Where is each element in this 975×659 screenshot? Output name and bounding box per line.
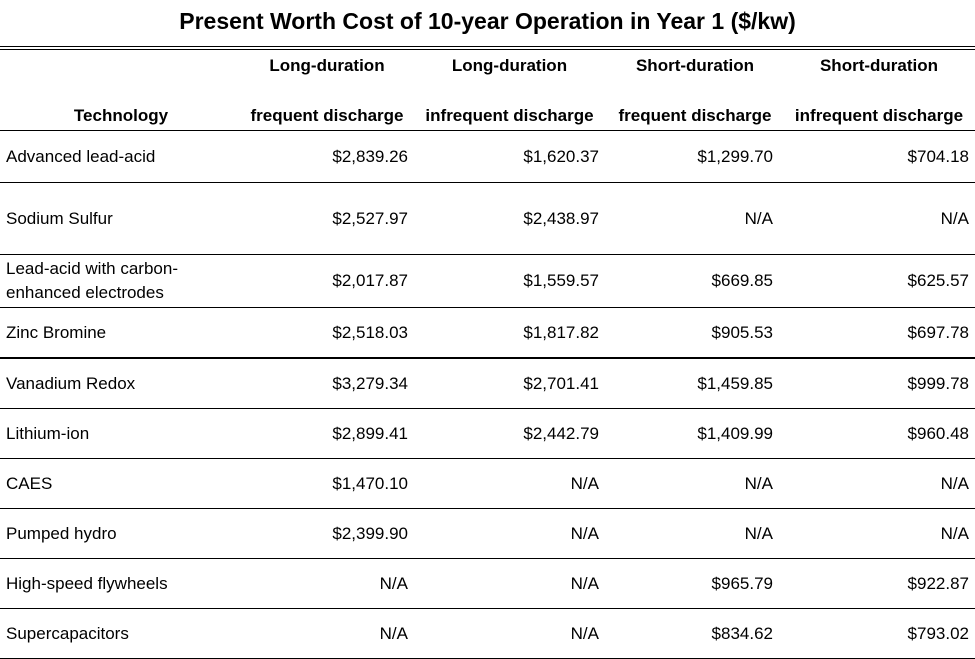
header-col-2-top: Long-duration — [451, 56, 568, 75]
table-row: High-speed flywheels N/A N/A $965.79 $92… — [0, 558, 975, 609]
row-value-long-frequent: N/A — [242, 608, 412, 659]
row-value-short-infrequent: $960.48 — [783, 408, 975, 459]
header-col-1-top: Long-duration — [269, 56, 385, 75]
row-technology: Lead-acid with carbon-enhanced electrode… — [0, 254, 242, 308]
row-value-long-infrequent: $2,701.41 — [412, 358, 607, 409]
header-col-1: Long-duration frequent discharge — [242, 50, 412, 131]
row-technology: CAES — [0, 458, 242, 509]
row-value-long-infrequent: N/A — [412, 558, 607, 609]
row-value-long-infrequent: N/A — [412, 608, 607, 659]
row-value-short-infrequent: $999.78 — [783, 358, 975, 409]
row-technology: High-speed flywheels — [0, 558, 242, 609]
header-technology-label: Technology — [73, 106, 169, 125]
header-col-1-bottom: frequent discharge — [250, 106, 404, 125]
row-value-long-frequent: $3,279.34 — [242, 358, 412, 409]
header-col-2: Long-duration infrequent discharge — [412, 50, 607, 131]
header-col-3-bottom: frequent discharge — [618, 106, 772, 125]
row-value-short-frequent: $1,459.85 — [607, 358, 783, 409]
row-technology: Sodium Sulfur — [0, 182, 242, 255]
table-row: Sodium Sulfur $2,527.97 $2,438.97 N/A N/… — [0, 182, 975, 255]
row-value-short-frequent: $1,409.99 — [607, 408, 783, 459]
row-value-long-infrequent: N/A — [412, 458, 607, 509]
table-row: Lead-acid with carbon-enhanced electrode… — [0, 254, 975, 308]
row-value-long-infrequent: N/A — [412, 508, 607, 559]
row-technology: Pumped hydro — [0, 508, 242, 559]
row-value-short-infrequent: $793.02 — [783, 608, 975, 659]
table-title: Present Worth Cost of 10-year Operation … — [179, 8, 796, 34]
row-value-short-frequent: N/A — [607, 458, 783, 509]
row-value-short-frequent: N/A — [607, 182, 783, 255]
row-value-short-infrequent: $704.18 — [783, 130, 975, 183]
header-row: Technology Long-duration frequent discha… — [0, 50, 975, 131]
row-value-long-infrequent: $1,559.57 — [412, 254, 607, 308]
row-value-short-frequent: $905.53 — [607, 307, 783, 359]
row-value-long-frequent: $2,017.87 — [242, 254, 412, 308]
row-technology: Zinc Bromine — [0, 307, 242, 359]
table-row: Supercapacitors N/A N/A $834.62 $793.02 — [0, 608, 975, 659]
row-value-short-frequent: $965.79 — [607, 558, 783, 609]
row-technology: Supercapacitors — [0, 608, 242, 659]
header-col-3: Short-duration frequent discharge — [607, 50, 783, 131]
row-value-long-frequent: $2,399.90 — [242, 508, 412, 559]
header-col-3-top: Short-duration — [635, 56, 755, 75]
table-row: CAES $1,470.10 N/A N/A N/A — [0, 458, 975, 509]
row-value-long-frequent: N/A — [242, 558, 412, 609]
row-value-long-frequent: $2,839.26 — [242, 130, 412, 183]
row-value-short-frequent: $1,299.70 — [607, 130, 783, 183]
table-row: Zinc Bromine $2,518.03 $1,817.82 $905.53… — [0, 307, 975, 359]
row-value-long-frequent: $2,518.03 — [242, 307, 412, 359]
row-value-long-infrequent: $1,817.82 — [412, 307, 607, 359]
row-technology: Advanced lead-acid — [0, 130, 242, 183]
table-row: Advanced lead-acid $2,839.26 $1,620.37 $… — [0, 130, 975, 183]
header-col-4-bottom: infrequent discharge — [794, 106, 964, 125]
header-col-4: Short-duration infrequent discharge — [783, 50, 975, 131]
row-value-short-infrequent: $625.57 — [783, 254, 975, 308]
row-value-long-infrequent: $2,438.97 — [412, 182, 607, 255]
row-value-short-frequent: $669.85 — [607, 254, 783, 308]
row-value-long-frequent: $2,899.41 — [242, 408, 412, 459]
row-value-short-infrequent: N/A — [783, 508, 975, 559]
table-row: Vanadium Redox $3,279.34 $2,701.41 $1,45… — [0, 358, 975, 409]
row-value-short-frequent: $834.62 — [607, 608, 783, 659]
header-technology: Technology — [0, 50, 242, 131]
row-value-long-frequent: $1,470.10 — [242, 458, 412, 509]
row-value-long-infrequent: $1,620.37 — [412, 130, 607, 183]
row-value-long-infrequent: $2,442.79 — [412, 408, 607, 459]
table-row: Pumped hydro $2,399.90 N/A N/A N/A — [0, 508, 975, 559]
header-col-2-bottom: infrequent discharge — [425, 106, 594, 125]
row-technology: Vanadium Redox — [0, 358, 242, 409]
cost-table: Technology Long-duration frequent discha… — [0, 50, 975, 659]
row-value-long-frequent: $2,527.97 — [242, 182, 412, 255]
title-double-rule — [0, 46, 975, 50]
row-technology: Lithium-ion — [0, 408, 242, 459]
row-value-short-infrequent: N/A — [783, 458, 975, 509]
table-row: Lithium-ion $2,899.41 $2,442.79 $1,409.9… — [0, 408, 975, 459]
row-value-short-infrequent: $922.87 — [783, 558, 975, 609]
row-value-short-infrequent: $697.78 — [783, 307, 975, 359]
row-value-short-infrequent: N/A — [783, 182, 975, 255]
row-value-short-frequent: N/A — [607, 508, 783, 559]
header-col-4-top: Short-duration — [819, 56, 939, 75]
